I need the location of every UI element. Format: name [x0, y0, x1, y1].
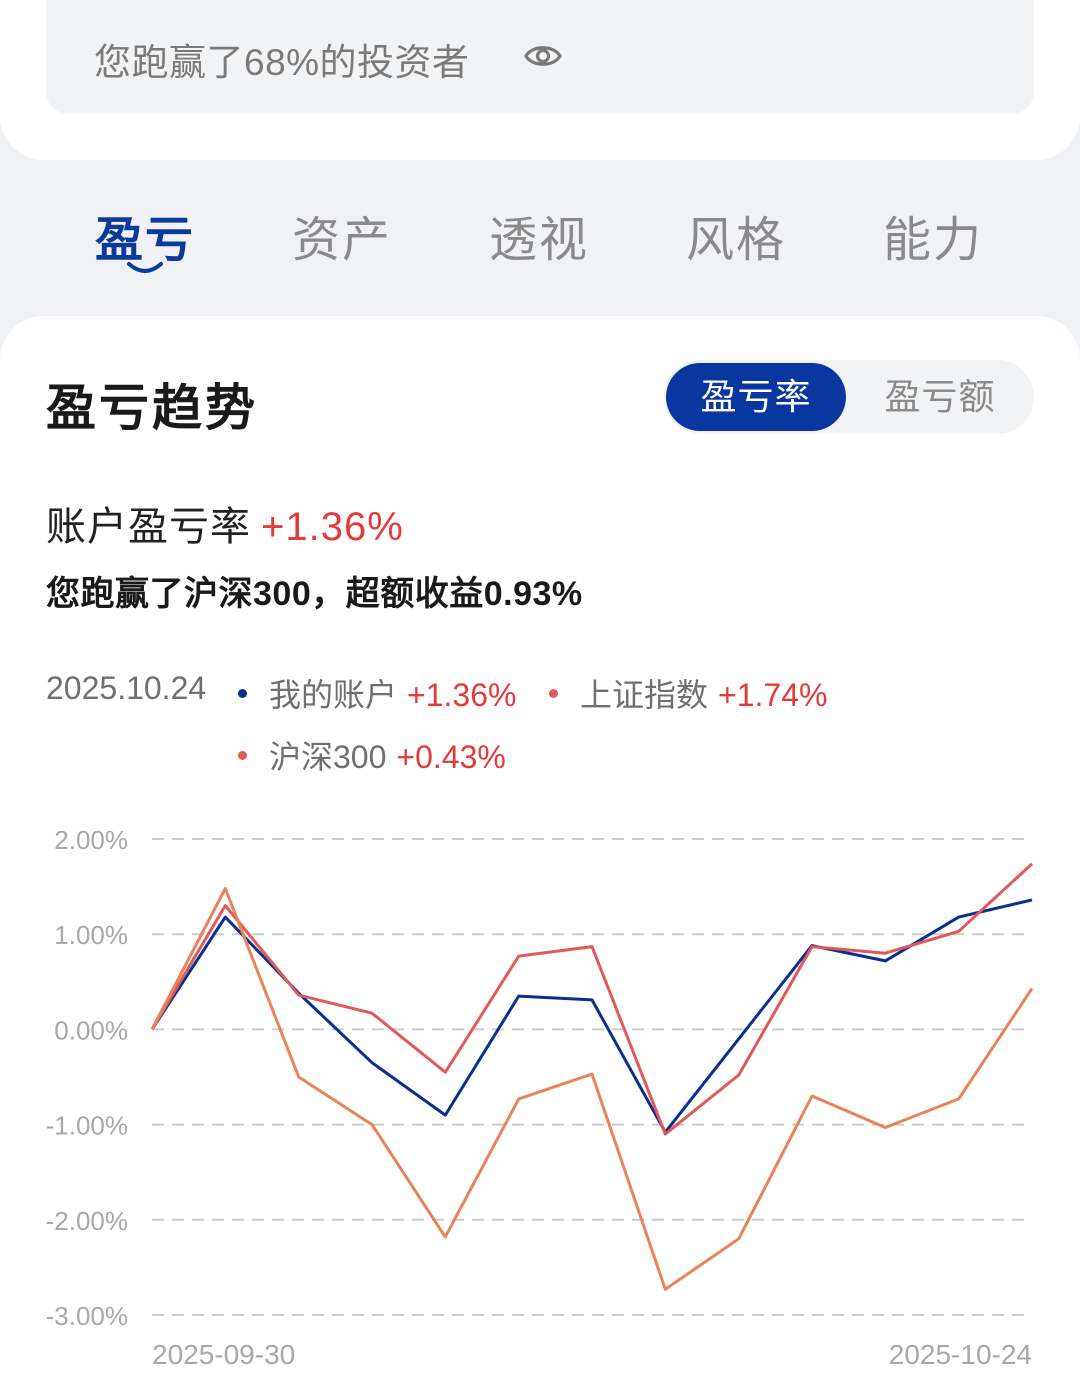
legend-name: 我的账户 — [269, 677, 398, 713]
legend-name: 沪深300 — [269, 739, 387, 775]
tab-profit-loss[interactable]: 盈亏 — [94, 214, 195, 267]
series-line-1 — [150, 862, 1034, 1136]
tab-style[interactable]: 风格 — [685, 214, 786, 267]
y-tick-label: -2.00% — [46, 1206, 128, 1236]
tab-bar: 盈亏 资产 透视 风格 能力 — [0, 160, 1080, 300]
profit-trend-card: 盈亏趋势 盈亏率 盈亏额 账户盈亏率 +1.36% 您跑赢了沪深300，超额收益0… — [0, 316, 1080, 1398]
legend-item-sse-index: 上证指数 +1.74% — [549, 670, 827, 716]
legend-item-my-account: 我的账户 +1.36% — [238, 670, 516, 716]
active-tab-indicator — [127, 262, 163, 273]
tab-assets[interactable]: 资产 — [291, 214, 392, 267]
tab-ability[interactable]: 能力 — [882, 214, 983, 267]
rank-box: 您跑赢了68%的投资者 — [46, 0, 1034, 114]
legend-name: 上证指数 — [580, 677, 709, 713]
legend-item-csi300: 沪深300 +0.43% — [238, 732, 506, 778]
legend-value: +1.36% — [407, 677, 517, 713]
x-tick-label: 2025-10-24 — [889, 1339, 1032, 1370]
legend-dot — [238, 751, 247, 761]
toggle-rate-button[interactable]: 盈亏率 — [666, 363, 846, 431]
excess-return-text: 您跑赢了沪深300，超额收益0.93% — [46, 575, 583, 613]
top-card: 您跑赢了68%的投资者 — [0, 0, 1080, 160]
legend-dot — [238, 689, 247, 699]
rank-text: 您跑赢了68%的投资者 — [94, 42, 470, 83]
legend-value: +1.74% — [718, 677, 828, 713]
account-rate-line: 账户盈亏率 +1.36% — [46, 494, 404, 552]
legend-value: +0.43% — [396, 739, 506, 775]
y-tick-label: -3.00% — [46, 1301, 128, 1331]
legend-dot — [549, 689, 558, 699]
y-tick-label: -1.00% — [46, 1111, 128, 1141]
section-title: 盈亏趋势 — [46, 380, 258, 436]
tab-perspective[interactable]: 透视 — [488, 214, 589, 267]
account-rate-value: +1.36% — [261, 505, 404, 549]
account-rate-label: 账户盈亏率 — [46, 505, 251, 549]
x-tick-label: 2025-09-30 — [152, 1339, 295, 1370]
y-tick-label: 2.00% — [54, 825, 128, 855]
toggle-amount-button[interactable]: 盈亏额 — [884, 376, 996, 417]
y-tick-label: 1.00% — [54, 920, 128, 950]
legend-date: 2025.10.24 — [46, 670, 207, 706]
eye-icon[interactable] — [524, 38, 562, 74]
y-tick-label: 0.00% — [54, 1015, 128, 1045]
metric-toggle: 盈亏率 盈亏额 — [664, 360, 1034, 434]
series-line-2 — [150, 887, 1034, 1291]
